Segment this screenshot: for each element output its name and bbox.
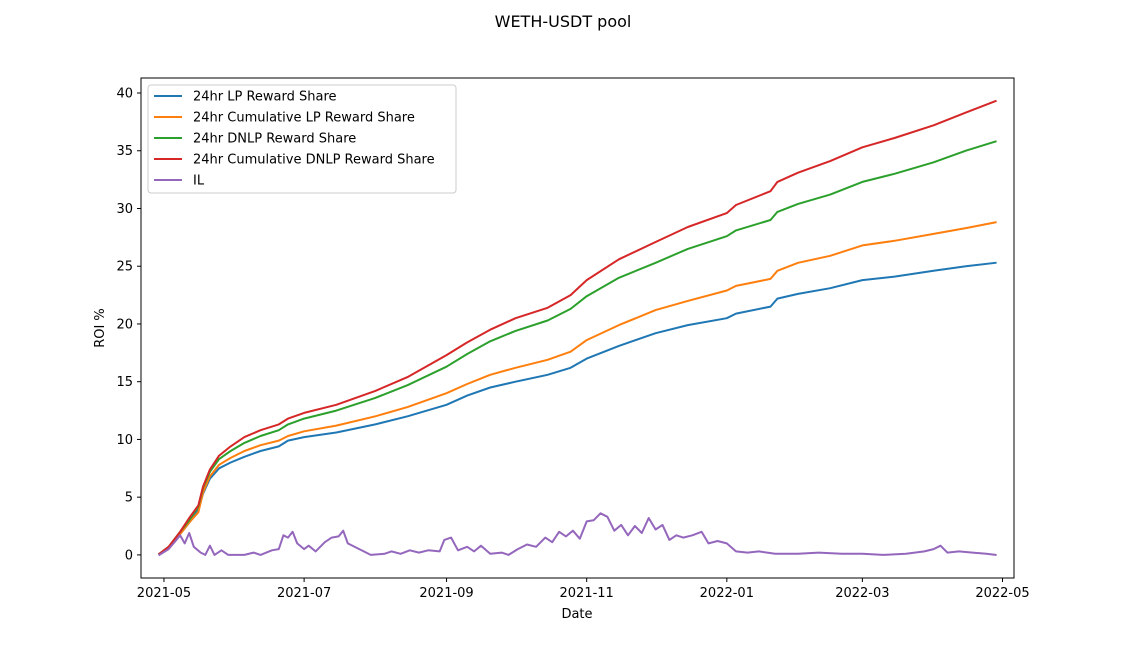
legend-label: 24hr DNLP Reward Share xyxy=(193,132,356,147)
legend-label: 24hr Cumulative LP Reward Share xyxy=(193,111,415,126)
chart-title: WETH-USDT pool xyxy=(495,12,632,31)
y-tick-label: 0 xyxy=(125,548,133,563)
y-tick-label: 15 xyxy=(116,375,133,390)
series-line-4 xyxy=(157,99,997,556)
plot-frame xyxy=(140,77,1015,579)
legend-label: IL xyxy=(193,174,205,189)
y-tick-label: 5 xyxy=(125,491,133,506)
x-tick-label: 2022-05 xyxy=(975,586,1029,601)
y-axis-title: ROI % xyxy=(93,308,108,348)
x-tick-label: 2021-07 xyxy=(277,586,331,601)
x-axis-title: Date xyxy=(561,607,592,622)
x-axis: 2021-05 2021-07 2021-09 2021-11 2022-01 2022-… xyxy=(137,578,1030,601)
series-layer xyxy=(157,99,997,557)
x-tick-label: 2021-11 xyxy=(560,586,614,601)
legend-label: 24hr LP Reward Share xyxy=(193,90,337,105)
x-tick-label: 2021-09 xyxy=(419,586,473,601)
legend-box xyxy=(147,84,457,194)
y-tick-label: 35 xyxy=(116,144,133,159)
legend-label: 24hr Cumulative DNLP Reward Share xyxy=(193,153,435,168)
x-tick-label: 2021-05 xyxy=(137,586,191,601)
y-tick-label: 40 xyxy=(116,87,133,102)
series-line-5 xyxy=(158,512,997,557)
series-line-2 xyxy=(158,221,997,556)
series-line-1 xyxy=(158,261,997,556)
y-tick-label: 25 xyxy=(116,260,133,275)
legend: 24hr LP Reward Share 24hr Cumulative LP R… xyxy=(147,84,457,194)
y-tick-label: 30 xyxy=(116,202,133,217)
series-line-3 xyxy=(157,140,997,556)
x-tick-label: 2022-03 xyxy=(835,586,889,601)
y-axis: 0 5 10 15 20 25 30 35 40 xyxy=(116,87,141,563)
y-tick-label: 20 xyxy=(116,317,133,332)
x-tick-label: 2022-01 xyxy=(700,586,754,601)
y-tick-label: 10 xyxy=(116,433,133,448)
